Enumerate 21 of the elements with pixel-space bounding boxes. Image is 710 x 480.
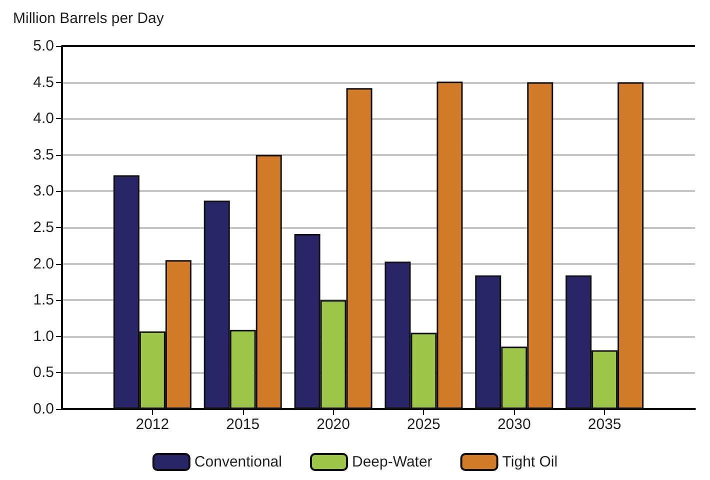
y-tick-label: 1.5: [33, 292, 54, 309]
y-tick-label: 1.0: [33, 328, 54, 345]
x-tick-label: 2030: [497, 416, 531, 433]
legend-label: Deep-Water: [352, 454, 432, 470]
y-tick-label: 0.5: [33, 364, 54, 382]
x-tick-label: 2025: [407, 416, 440, 433]
y-tick-label: 3.0: [33, 182, 54, 200]
y-tick-label: 4.5: [33, 74, 54, 91]
y-tick-label: 2.5: [33, 219, 54, 236]
y-tick-label: 0.0: [33, 400, 54, 418]
y-tick-label: 3.5: [33, 146, 54, 164]
x-tick-label: 2035: [588, 416, 622, 433]
y-tick-label: 4.0: [33, 110, 54, 128]
y-tick-label: 5.0: [33, 38, 54, 54]
y-axis-title: Million Barrels per Day: [13, 10, 164, 27]
x-tick-label: 2020: [316, 416, 350, 433]
legend-label: Conventional: [194, 454, 282, 470]
x-tick-label: 2015: [226, 416, 260, 433]
x-tick-label: 2012: [136, 416, 170, 433]
y-tick-label: 2.0: [33, 255, 54, 272]
legend-label: Tight Oil: [502, 454, 558, 470]
